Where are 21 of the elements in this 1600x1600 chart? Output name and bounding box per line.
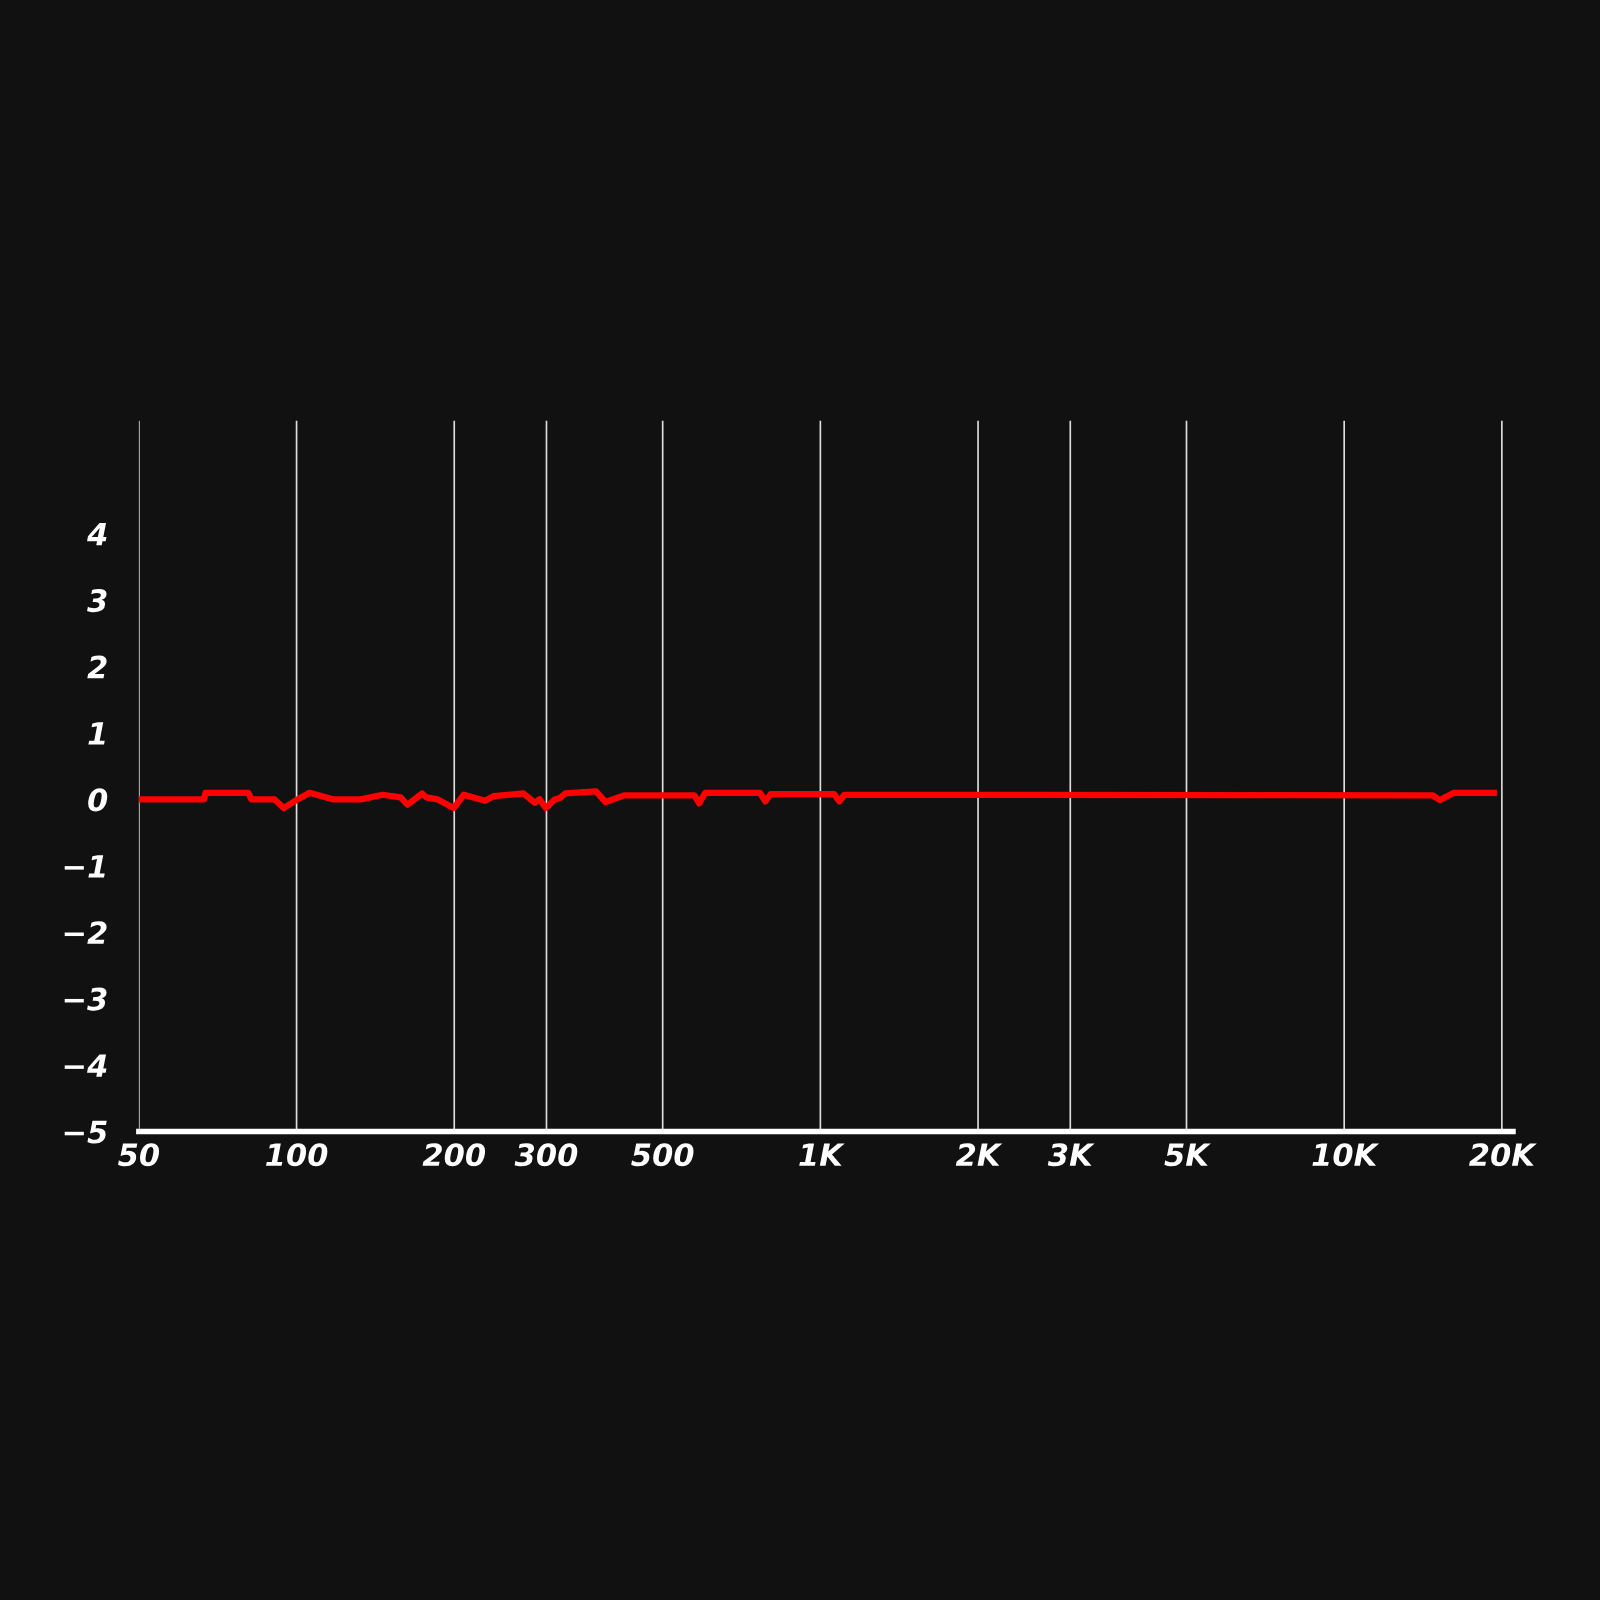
y-tick-label: 2 [87, 655, 107, 679]
y-tick-label: −4 [64, 1054, 107, 1077]
x-tick-label: 1K [799, 1143, 845, 1166]
y-tick-label: 1 [88, 722, 105, 745]
x-tick-label: 20K [1469, 1143, 1537, 1167]
x-tick-label: 3K [1047, 1143, 1095, 1167]
y-tick-label: 3 [87, 589, 107, 613]
x-tick-label: 500 [631, 1143, 694, 1167]
y-tick-label: −3 [64, 987, 107, 1011]
x-tick-label: 200 [422, 1143, 486, 1167]
y-tick-label: 4 [87, 523, 107, 546]
x-tick-label: 2K [955, 1143, 1003, 1166]
x-tick-label: 300 [514, 1143, 578, 1167]
x-tick-label: 50 [118, 1143, 160, 1167]
y-tick-label: −1 [64, 855, 105, 878]
x-tick-label: 10K [1312, 1143, 1380, 1167]
y-tick-label: −5 [64, 1120, 107, 1144]
x-tick-label: 100 [265, 1143, 328, 1167]
x-tick-label: 5K [1164, 1143, 1211, 1167]
y-tick-label: 0 [88, 788, 108, 812]
y-tick-label: −2 [64, 921, 107, 944]
